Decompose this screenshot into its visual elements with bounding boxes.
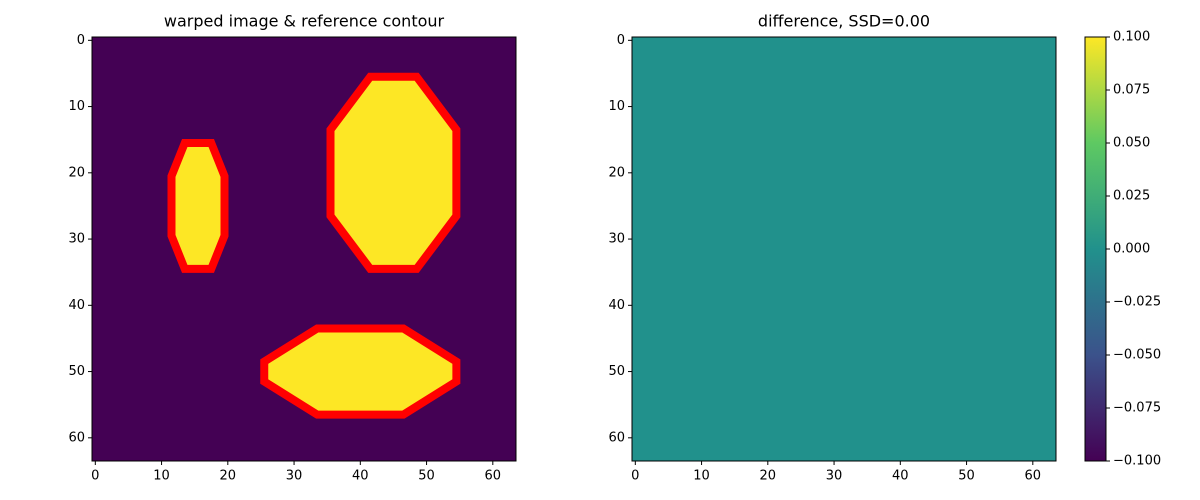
colorbar-tick-label: 0.025 [1113, 189, 1150, 204]
x-tick-label: 40 [352, 469, 369, 484]
x-tick-label: 20 [220, 469, 237, 484]
x-tick-label: 0 [91, 469, 99, 484]
x-tick-label: 60 [485, 469, 502, 484]
chart-title: difference, SSD=0.00 [758, 12, 930, 31]
blob [264, 328, 457, 415]
y-tick-label: 30 [68, 232, 85, 247]
chart-title: warped image & reference contour [164, 12, 445, 31]
x-tick-label: 30 [286, 469, 303, 484]
y-tick-label: 50 [608, 364, 625, 379]
y-tick-label: 60 [608, 430, 625, 445]
contour [260, 324, 461, 419]
plot-area [632, 37, 1056, 461]
x-tick-label: 0 [631, 469, 639, 484]
y-tick-label: 30 [608, 232, 625, 247]
contour [326, 72, 461, 273]
y-tick-label: 20 [68, 165, 85, 180]
colorbar-tick-label: 0.050 [1113, 136, 1150, 151]
x-tick-label: 50 [958, 469, 975, 484]
blob [330, 76, 457, 269]
x-tick-label: 10 [693, 469, 710, 484]
y-tick-label: 60 [68, 430, 85, 445]
blob [171, 143, 225, 269]
colorbar-tick-label: −0.100 [1113, 454, 1161, 469]
y-tick-label: 20 [608, 165, 625, 180]
y-tick-label: 0 [617, 33, 625, 48]
x-tick-label: 50 [418, 469, 435, 484]
y-tick-label: 0 [77, 33, 85, 48]
colorbar-tick-label: 0.075 [1113, 83, 1150, 98]
axes-frame [91, 36, 517, 462]
y-tick-label: 50 [68, 364, 85, 379]
colorbar [1084, 36, 1107, 462]
colorbar-tick-label: 0.100 [1113, 30, 1150, 45]
plot-area [92, 37, 516, 461]
axes-frame [631, 36, 1057, 462]
y-tick-label: 10 [608, 99, 625, 114]
colorbar-tick-label: −0.075 [1113, 401, 1161, 416]
x-tick-label: 30 [826, 469, 843, 484]
x-tick-label: 40 [892, 469, 909, 484]
colorbar-tick-label: 0.000 [1113, 242, 1150, 257]
y-tick-label: 40 [68, 298, 85, 313]
colorbar-tick-label: −0.025 [1113, 295, 1161, 310]
y-tick-label: 10 [68, 99, 85, 114]
difference-image [632, 37, 1056, 461]
y-tick-label: 40 [608, 298, 625, 313]
x-tick-label: 10 [153, 469, 170, 484]
colorbar-tick-label: −0.050 [1113, 348, 1161, 363]
contour [167, 139, 229, 273]
x-tick-label: 20 [760, 469, 777, 484]
x-tick-label: 60 [1025, 469, 1042, 484]
